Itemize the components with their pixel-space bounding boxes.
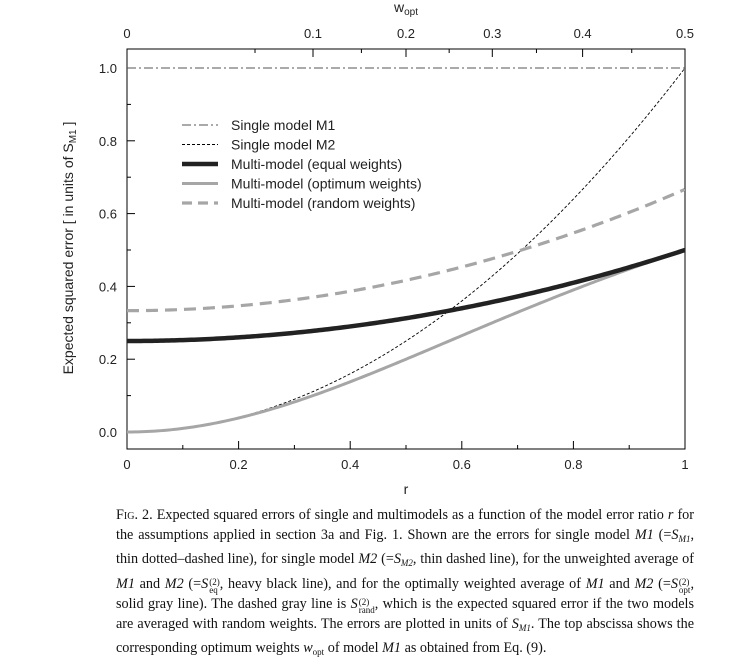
- legend-label-3: Multi-model (equal weights): [231, 156, 402, 172]
- caption-symbol: S: [670, 575, 678, 592]
- caption-var: M1: [585, 575, 605, 592]
- caption-text: as obtained from Eq. (9).: [401, 640, 547, 657]
- caption-text: , heavy black line), and for the optimal…: [219, 575, 586, 592]
- legend-label-5: Multi-model (random weights): [231, 195, 415, 211]
- top-axis-title: wopt: [393, 0, 418, 18]
- top-tick-label: 0: [123, 26, 130, 41]
- caption-symbol: S: [511, 616, 519, 633]
- y-axis-title: Expected squared error [ in units of SM1…: [60, 122, 79, 375]
- caption-symbol-sup: (2): [358, 596, 370, 607]
- series-line-2: [127, 67, 685, 433]
- x-tick-label: 1: [681, 457, 688, 472]
- y-tick-label: 0.4: [99, 279, 117, 294]
- top-tick-label: 0.5: [676, 26, 694, 41]
- x-tick-label: 0.6: [453, 457, 471, 472]
- caption-var: w: [303, 640, 313, 657]
- x-tick-label: 0.4: [341, 457, 359, 472]
- legend-label-1: Single model M1: [231, 117, 335, 133]
- caption-text: Expected squared errors of single and mu…: [152, 507, 668, 523]
- caption-text: of model: [324, 640, 383, 657]
- caption-symbol: S: [671, 527, 679, 544]
- caption-symbol-sub: eq: [209, 584, 218, 595]
- caption-var: M2: [358, 551, 378, 568]
- x-tick-label: 0.2: [230, 457, 248, 472]
- caption-var: M1: [634, 527, 654, 544]
- caption-text: , which is the expected squared error if…: [116, 595, 694, 633]
- top-tick-label: 0.4: [574, 26, 592, 41]
- caption-text: , solid gray line). The dashed gray line…: [116, 575, 694, 612]
- caption-var: r: [667, 507, 674, 523]
- series-line-4: [127, 248, 685, 434]
- caption-symbol-sub: M1: [678, 534, 691, 545]
- caption-symbol-sub: opt: [678, 584, 691, 595]
- figure: 0 0.2 0.4 0.6 0.8 1 0.0 0.2 0.4 0.6 0.8 1.0 0 0.1 0.2 0…: [60, 0, 694, 497]
- caption-var: M1: [382, 640, 402, 657]
- figure-caption: Fig. 2. Expected squared errors of singl…: [116, 505, 694, 662]
- chart: 0 0.2 0.4 0.6 0.8 1 0.0 0.2 0.4 0.6 0.8 1.0 0 0.1 0.2 0…: [60, 0, 694, 497]
- caption-text: , thin dashed line), for the unweighted …: [412, 551, 694, 568]
- caption-symbol-sub: rand: [358, 604, 375, 615]
- caption-var: M2: [164, 575, 184, 592]
- caption-text: and: [604, 575, 635, 592]
- y-tick-label: 0.8: [99, 134, 117, 149]
- caption-var-sub: opt: [312, 647, 325, 658]
- caption-text: and: [134, 575, 165, 592]
- caption-text: (=: [653, 527, 672, 544]
- caption-symbol-sup: (2): [678, 576, 690, 587]
- y-tick-label: 1.0: [99, 61, 117, 76]
- caption-text: (=: [183, 575, 202, 592]
- caption-symbol: S: [350, 595, 358, 612]
- y-tick-label: 0.0: [99, 425, 117, 440]
- caption-symbol-sup: (2): [209, 576, 220, 587]
- caption-text: , thin dotted–dashed line), for single m…: [116, 527, 694, 568]
- caption-text: . The top abscissa shows the correspondi…: [116, 616, 695, 657]
- caption-text: (=: [377, 551, 394, 568]
- x-tick-label: 0: [123, 457, 130, 472]
- caption-text: for the assumptions applied in section 3…: [116, 507, 694, 544]
- caption-fig-label: Fig. 2.: [116, 507, 153, 523]
- legend-label-4: Multi-model (optimum weights): [231, 176, 422, 192]
- caption-symbol-sub: M1: [518, 623, 531, 634]
- y-tick-label: 0.2: [99, 352, 117, 367]
- caption-var: M1: [116, 575, 135, 592]
- caption-text: (=: [653, 575, 671, 592]
- caption-symbol-sub: M2: [400, 558, 413, 569]
- caption-symbol: S: [201, 575, 209, 592]
- y-tick-label: 0.6: [99, 207, 117, 222]
- caption-var: M2: [634, 575, 654, 592]
- x-tick-label: 0.8: [564, 457, 582, 472]
- top-tick-label: 0.1: [304, 26, 322, 41]
- top-tick-label: 0.3: [483, 26, 501, 41]
- plot-frame: [126, 48, 686, 450]
- series-line-3: [127, 247, 685, 344]
- caption-symbol: S: [393, 551, 401, 568]
- legend-label-2: Single model M2: [231, 137, 335, 153]
- top-tick-label: 0.2: [397, 26, 415, 41]
- x-axis-title: r: [404, 481, 409, 497]
